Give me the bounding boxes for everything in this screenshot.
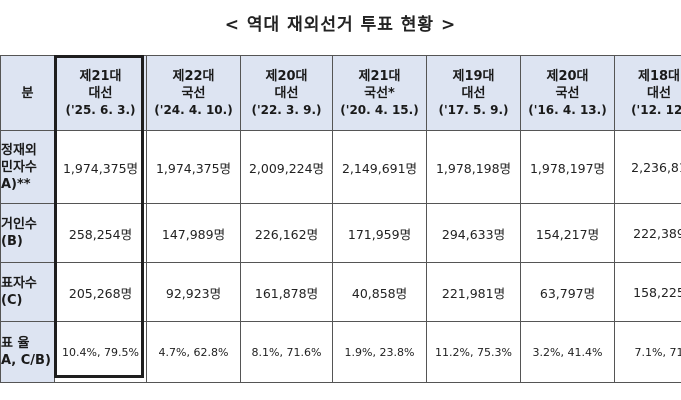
col-header: 제20대 대선 ('22. 3. 9.)	[240, 55, 333, 131]
table-cell: 4.7%, 62.8%	[146, 321, 241, 383]
table-cell: 1.9%, 23.8%	[332, 321, 427, 383]
table-row: 거인수 (B) 258,254명 147,989명 226,162명 171,9…	[0, 203, 681, 263]
table-cell: 8.1%, 71.6%	[240, 321, 333, 383]
table-cell: 63,797명	[520, 262, 615, 322]
table-cell: 161,878명	[240, 262, 333, 322]
row-label: 표자수 (C)	[0, 262, 55, 322]
col-header: 제19대 대선 ('17. 5. 9.)	[426, 55, 521, 131]
table-cell: 1,974,375명	[146, 130, 241, 204]
table-cell: 258,254명	[54, 203, 147, 263]
table-cell: 2,009,224명	[240, 130, 333, 204]
row-label: 표 율 A, C/B)	[0, 321, 55, 383]
col-header: 제18대 대선 ('12. 12.	[614, 55, 681, 131]
col-header: 제21대 국선* ('20. 4. 15.)	[332, 55, 427, 131]
table-cell: 158,225	[614, 262, 681, 322]
table-row: 정재외 민자수 A)** 1,974,375명 1,974,375명 2,009…	[0, 130, 681, 204]
stub-header: 분	[0, 55, 55, 131]
row-label: 정재외 민자수 A)**	[0, 130, 55, 204]
table-cell: 147,989명	[146, 203, 241, 263]
table-cell: 2,149,691명	[332, 130, 427, 204]
row-label: 거인수 (B)	[0, 203, 55, 263]
header-row: 분 제21대 대선 ('25. 6. 3.) 제22대 국선 ('24. 4. …	[0, 55, 681, 131]
table-cell: 10.4%, 79.5%	[54, 321, 147, 383]
table-cell: 2,236,81	[614, 130, 681, 204]
table-cell: 154,217명	[520, 203, 615, 263]
table-cell: 222,389	[614, 203, 681, 263]
table-cell: 40,858명	[332, 262, 427, 322]
table-cell: 171,959명	[332, 203, 427, 263]
table-cell: 1,974,375명	[54, 130, 147, 204]
table-cell: 294,633명	[426, 203, 521, 263]
table-cell: 7.1%, 71	[614, 321, 681, 383]
overseas-voting-table: 분 제21대 대선 ('25. 6. 3.) 제22대 국선 ('24. 4. …	[0, 55, 681, 383]
col-header: 제21대 대선 ('25. 6. 3.)	[54, 55, 147, 131]
table-cell: 1,978,198명	[426, 130, 521, 204]
table-cell: 1,978,197명	[520, 130, 615, 204]
col-header: 제22대 국선 ('24. 4. 10.)	[146, 55, 241, 131]
table-title: < 역대 재외선거 투표 현황 >	[224, 15, 457, 35]
table-cell: 3.2%, 41.4%	[520, 321, 615, 383]
col-header: 제20대 국선 ('16. 4. 13.)	[520, 55, 615, 131]
table-row: 표 율 A, C/B) 10.4%, 79.5% 4.7%, 62.8% 8.1…	[0, 321, 681, 383]
table-cell: 92,923명	[146, 262, 241, 322]
table-cell: 205,268명	[54, 262, 147, 322]
table-row: 표자수 (C) 205,268명 92,923명 161,878명 40,858…	[0, 262, 681, 322]
table-cell: 221,981명	[426, 262, 521, 322]
table-cell: 226,162명	[240, 203, 333, 263]
table-cell: 11.2%, 75.3%	[426, 321, 521, 383]
